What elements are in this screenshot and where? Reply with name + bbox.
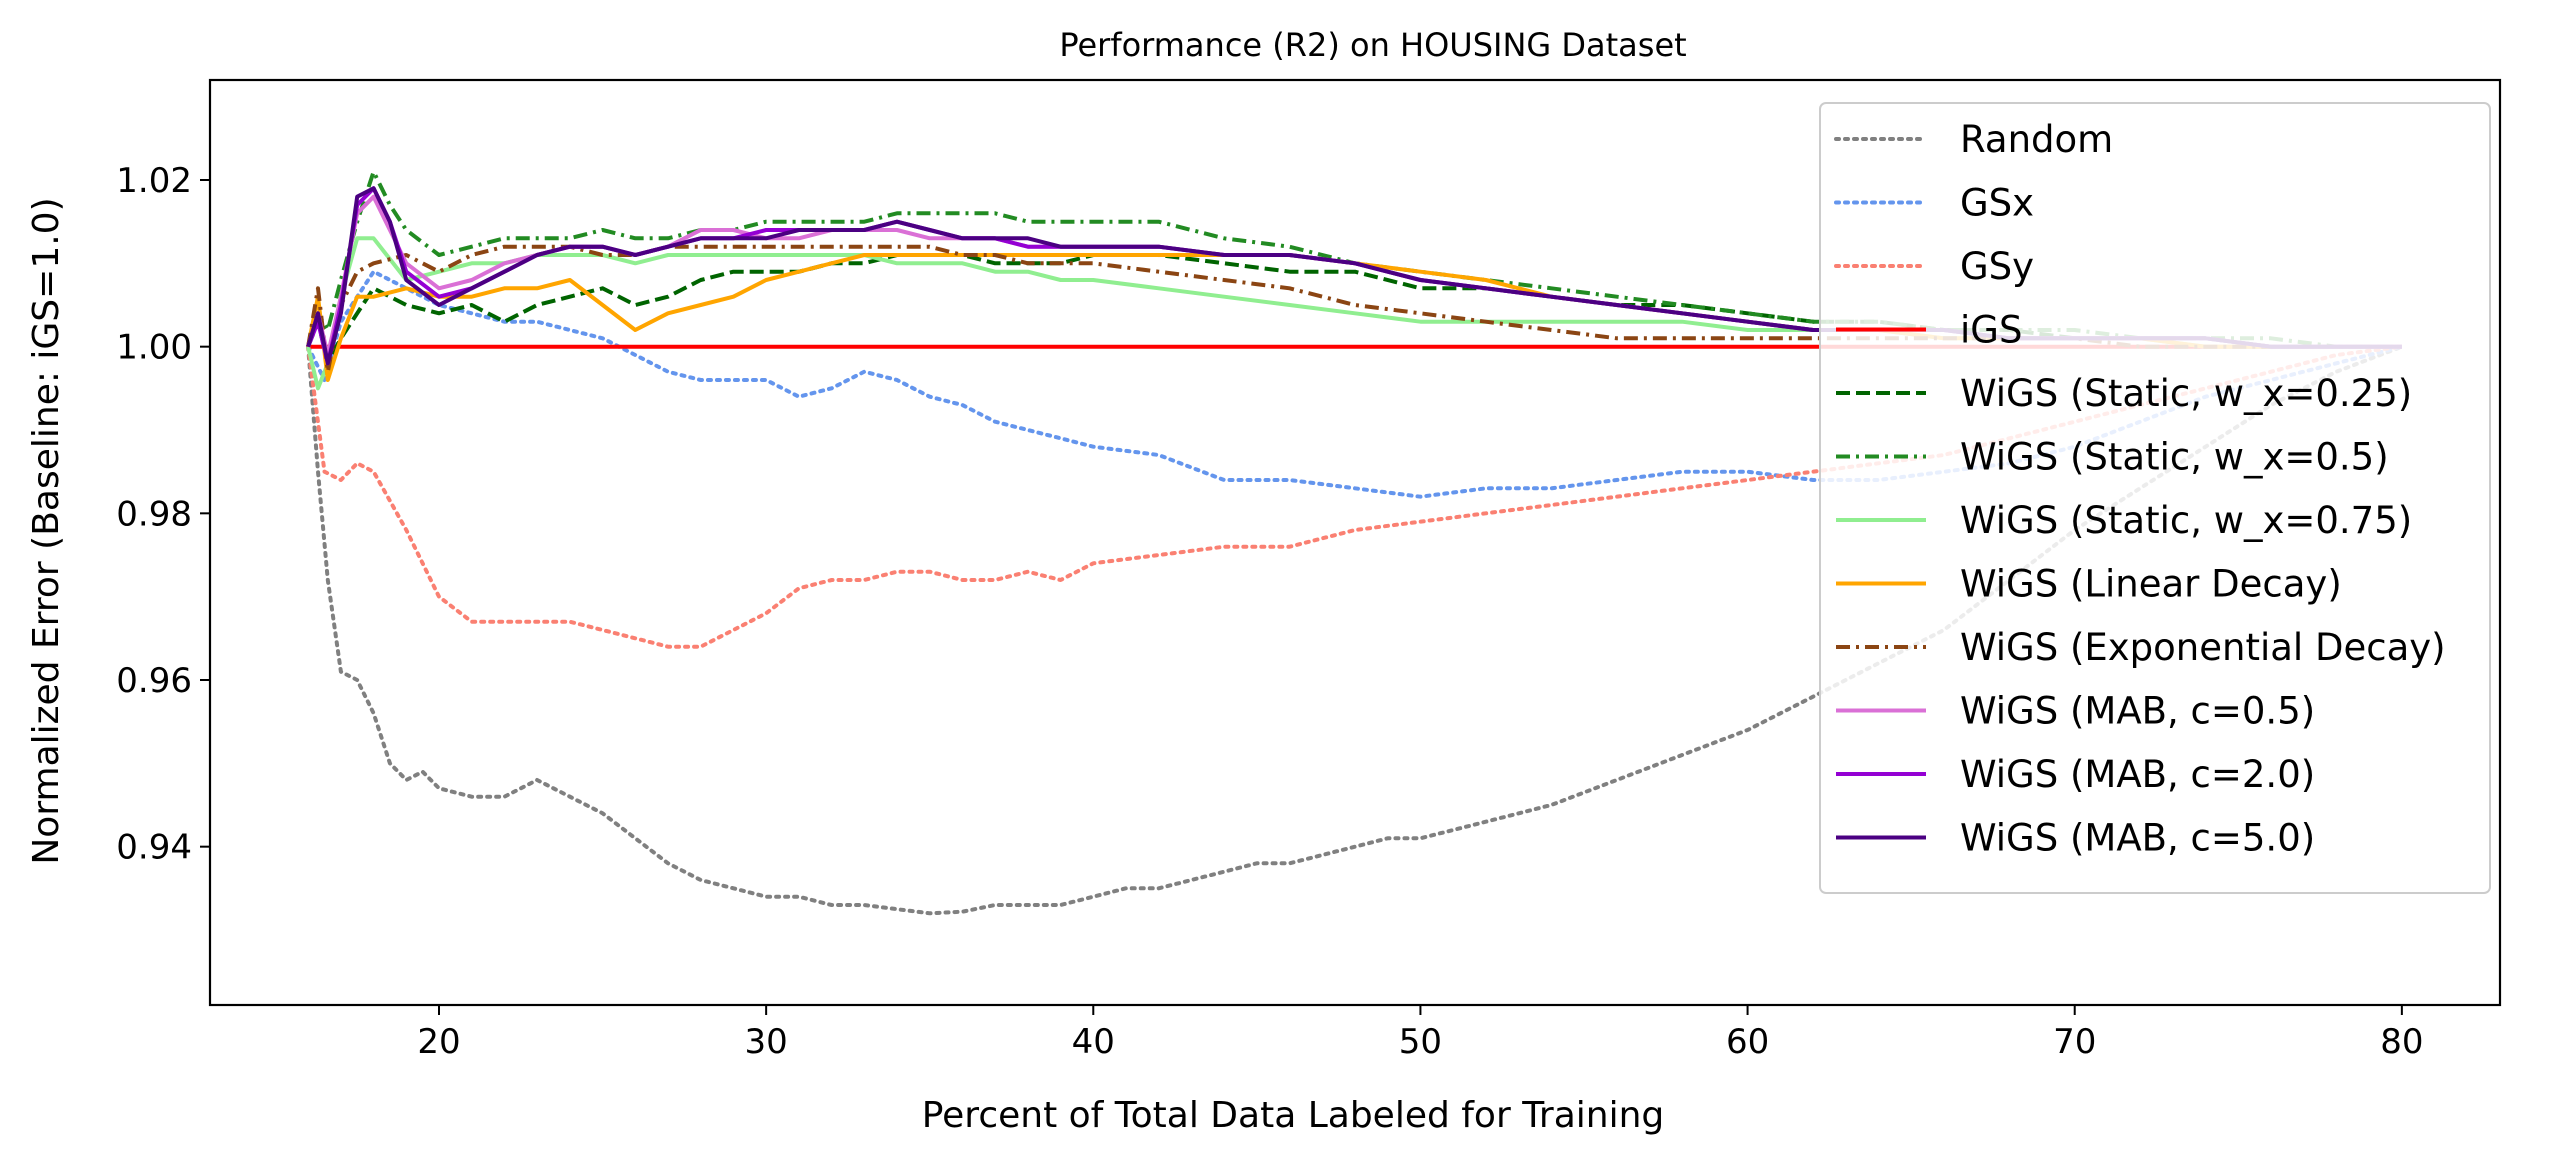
legend-label: WiGS (MAB, c=2.0) <box>1960 753 2315 796</box>
chart-title: Performance (R2) on HOUSING Dataset <box>1059 26 1686 64</box>
series-line <box>306 344 2404 649</box>
legend-label: GSx <box>1960 182 2034 225</box>
legend-label: Random <box>1960 118 2113 161</box>
legend-label: WiGS (Linear Decay) <box>1960 563 2342 606</box>
y-tick-label: 0.98 <box>116 494 192 534</box>
y-tick-label: 0.94 <box>116 828 192 868</box>
x-tick-label: 80 <box>2380 1022 2423 1062</box>
x-tick-label: 60 <box>1726 1022 1769 1062</box>
x-axis-label: Percent of Total Data Labeled for Traini… <box>922 1095 1665 1136</box>
legend-label: WiGS (MAB, c=5.0) <box>1960 817 2315 860</box>
x-tick-label: 50 <box>1399 1022 1442 1062</box>
series-line <box>306 344 2404 916</box>
legend: Random GSx GSy iGS WiGS (Static, w_x=0.25) Wi… <box>1819 102 2491 894</box>
x-tick-label: 40 <box>1072 1022 1115 1062</box>
y-axis-label: Normalized Error (Baseline: iGS=1.0) <box>26 197 67 864</box>
y-axis: 0.94 0.96 0.98 1.00 1.02 <box>116 161 210 868</box>
x-tick-label: 20 <box>417 1022 460 1062</box>
plot-frame <box>208 78 2502 1007</box>
legend-label: GSy <box>1960 245 2034 288</box>
y-tick-label: 1.00 <box>116 328 192 368</box>
legend-label: WiGS (Exponential Decay) <box>1960 626 2446 669</box>
legend-box <box>1819 102 2491 894</box>
y-tick-label: 0.96 <box>116 661 192 701</box>
legend-label: WiGS (Static, w_x=0.75) <box>1960 499 2412 542</box>
x-tick-label: 30 <box>745 1022 788 1062</box>
legend-label: iGS <box>1960 309 2022 352</box>
legend-label: WiGS (Static, w_x=0.5) <box>1960 436 2389 479</box>
x-axis: 20 30 40 50 60 70 80 <box>417 1005 2423 1062</box>
legend-label: WiGS (Static, w_x=0.25) <box>1960 372 2412 415</box>
legend-label: WiGS (MAB, c=0.5) <box>1960 690 2315 733</box>
x-tick-label: 70 <box>2053 1022 2096 1062</box>
y-tick-label: 1.02 <box>116 161 192 201</box>
